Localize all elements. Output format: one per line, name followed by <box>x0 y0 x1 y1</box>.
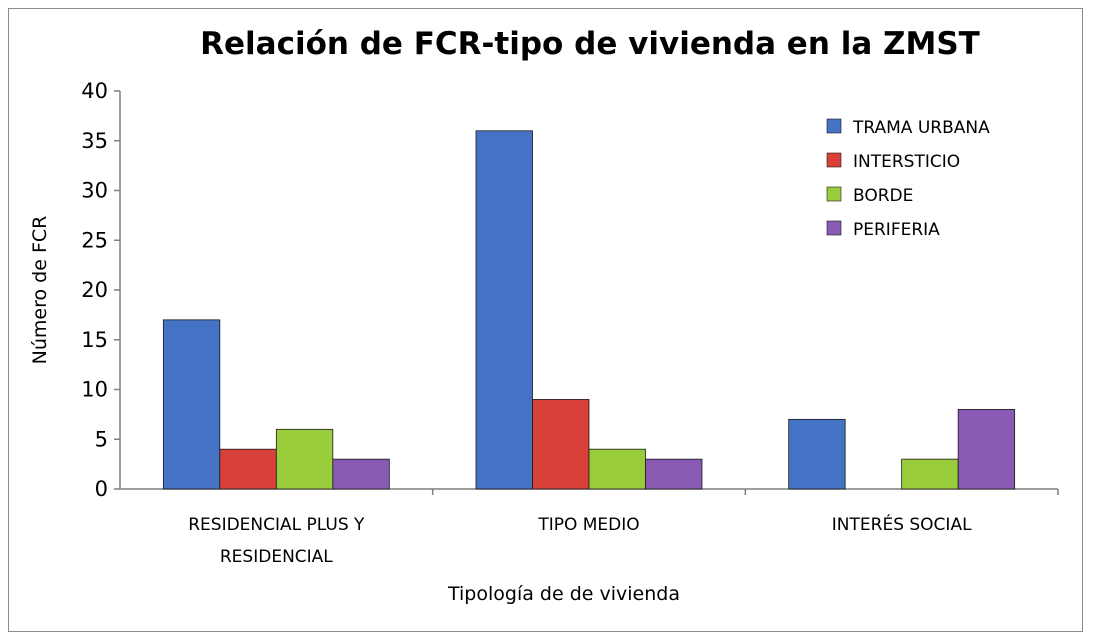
bar-periferia-1 <box>645 458 703 490</box>
x-tick-label: RESIDENCIAL PLUS Y <box>188 515 365 535</box>
bar-periferia-0 <box>332 458 390 490</box>
y-tick-label: 5 <box>95 427 108 451</box>
y-tick-label: 35 <box>81 129 108 153</box>
bar-borde-1 <box>588 448 646 490</box>
legend-label: INTERSTICIO <box>853 152 960 172</box>
bars-group <box>162 130 1016 490</box>
legend-swatch <box>826 118 842 134</box>
bar-borde-0 <box>275 428 334 490</box>
bar-trama-urbana-2 <box>788 418 846 490</box>
y-tick-label: 25 <box>81 228 108 252</box>
legend-swatch <box>826 152 842 168</box>
bar-borde-2 <box>901 458 959 490</box>
x-tick-labels: RESIDENCIAL PLUS Y RESIDENCIAL TIPO MEDIO I… <box>188 489 1059 567</box>
x-axis-label: Tipología de de vivienda <box>447 583 680 605</box>
y-tick-label: 0 <box>95 477 108 501</box>
chart-title: Relación de FCR-tipo de vivienda en la Z… <box>200 26 980 62</box>
x-tick-label: INTERÉS SOCIAL <box>832 513 972 535</box>
bar-trama-urbana-0 <box>162 319 221 490</box>
x-tick-label: RESIDENCIAL <box>220 547 333 567</box>
bar-intersticio-1 <box>532 399 590 490</box>
y-tick-label: 20 <box>81 278 108 302</box>
legend-label: BORDE <box>853 186 913 206</box>
y-tick-label: 15 <box>81 328 108 352</box>
bar-periferia-2 <box>957 408 1016 490</box>
bar-intersticio-0 <box>219 448 277 490</box>
y-tick-label: 10 <box>81 378 108 402</box>
x-tick-label: TIPO MEDIO <box>537 515 639 535</box>
legend: TRAMA URBANA INTERSTICIO BORDE PERIFERIA <box>826 118 990 240</box>
legend-swatch <box>826 220 842 236</box>
bar-trama-urbana-1 <box>475 130 533 490</box>
y-tick-label: 40 <box>81 79 108 103</box>
y-tick-labels: 0 5 10 15 20 25 30 35 40 <box>81 79 120 501</box>
y-tick-label: 30 <box>81 179 108 203</box>
legend-label: PERIFERIA <box>853 220 940 240</box>
legend-swatch <box>826 186 842 202</box>
y-axis-label: Número de FCR <box>29 216 51 365</box>
legend-label: TRAMA URBANA <box>852 118 990 138</box>
